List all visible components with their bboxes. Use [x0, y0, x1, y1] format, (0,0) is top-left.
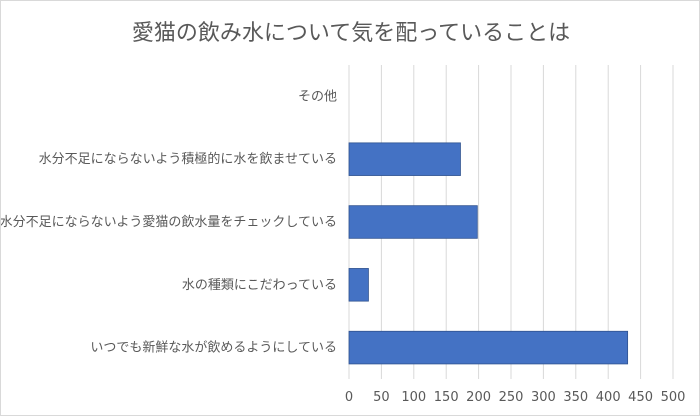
- category-label: その他: [298, 89, 337, 104]
- bar: [348, 268, 369, 302]
- category-label: いつでも新鮮な水が飲めるようにしている: [90, 340, 337, 356]
- x-tick-label: 100: [401, 390, 426, 405]
- category-label: 水分不足にならないよう愛猫の飲水量をチェックしている: [1, 214, 337, 230]
- category-label: 水分不足にならないよう積極的に水を飲ませている: [39, 151, 337, 167]
- x-tick-label: 0: [345, 390, 353, 405]
- x-tick-label: 500: [661, 390, 686, 405]
- chart-title: 愛猫の飲み水について気を配っていることは: [131, 21, 571, 46]
- x-tick-label: 50: [373, 390, 390, 405]
- category-labels: その他水分不足にならないよう積極的に水を飲ませている水分不足にならないよう愛猫の…: [1, 89, 337, 355]
- x-tick-label: 350: [563, 390, 588, 405]
- x-tick-label: 200: [466, 390, 491, 405]
- x-tick-label: 250: [499, 390, 524, 405]
- x-tick-label: 400: [596, 390, 621, 405]
- x-tick-label: 150: [434, 390, 459, 405]
- x-tick-labels: 0 50 100 150 200 250 300 350 400 450 500: [345, 390, 686, 405]
- x-tick-label: 300: [531, 390, 556, 405]
- bars: [348, 142, 629, 365]
- bar: [348, 142, 461, 176]
- bar: [348, 330, 629, 365]
- bar: [348, 205, 478, 239]
- category-label: 水の種類にこだわっている: [182, 277, 337, 293]
- x-tick-label: 450: [628, 390, 653, 405]
